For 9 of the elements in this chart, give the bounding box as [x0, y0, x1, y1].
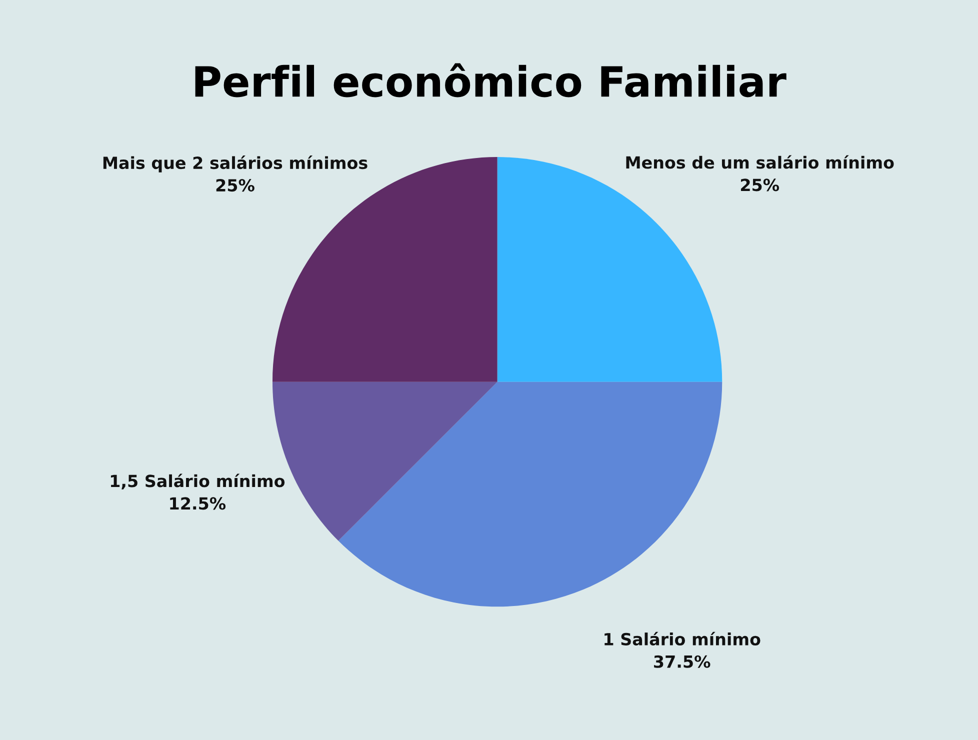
- data-label: 12.5%: [170, 497, 226, 510]
- chart-title: Perfil econômico Familiar: [195, 63, 786, 98]
- data-label: 37.5%: [654, 655, 710, 668]
- slice-label: 1 Salário mínimo: [604, 632, 760, 646]
- data-label: 25%: [216, 178, 254, 192]
- slice-label: Menos de um salário mínimo: [626, 155, 894, 169]
- slice-label: 1,5 Salário mínimo: [110, 474, 285, 490]
- data-label: 25%: [740, 178, 780, 192]
- slice-label: Mais que 2 salários mínimos: [103, 156, 368, 172]
